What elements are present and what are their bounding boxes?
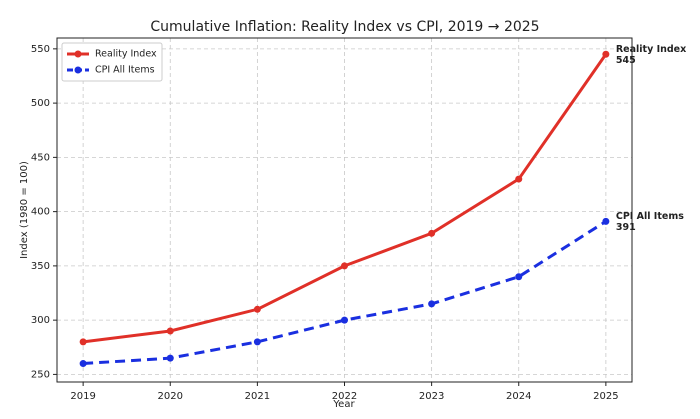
x-tick-label: 2019 [70,391,95,402]
x-tick-label: 2022 [332,391,357,402]
data-point [166,327,174,335]
x-tick-label: 2021 [245,391,270,402]
x-tick-label: 2023 [419,391,444,402]
x-tick-label: 2024 [506,391,531,402]
data-point [515,175,523,183]
end-value: 545 [616,55,636,66]
data-point [166,354,174,362]
end-label: CPI All Items [616,211,684,222]
legend-label: CPI All Items [95,65,155,76]
x-tick-label: 2020 [158,391,183,402]
y-axis-label: Index (1980 = 100) [19,161,30,259]
data-point [428,229,436,237]
data-point [428,300,436,308]
legend-label: Reality Index [95,49,157,60]
y-tick-label: 500 [31,98,50,109]
legend-marker [74,50,82,58]
x-tick-label: 2025 [593,391,618,402]
legend-marker [74,66,82,74]
data-point [79,338,87,346]
chart-title: Cumulative Inflation: Reality Index vs C… [150,19,539,35]
y-tick-label: 450 [31,152,50,163]
data-point [602,217,610,225]
plot-frame [56,37,633,383]
data-point [253,305,261,313]
y-tick-label: 250 [31,369,50,380]
data-point [341,262,348,270]
y-tick-label: 550 [31,44,50,55]
end-label: Reality Index [616,44,686,55]
x-axis-label: Year [332,399,355,410]
y-tick-label: 400 [31,207,50,218]
data-point [341,316,348,324]
data-point [602,50,610,58]
y-tick-label: 300 [31,315,50,326]
data-point [253,338,261,346]
y-tick-label: 350 [31,261,50,272]
data-point [515,273,523,281]
data-point [79,360,87,368]
end-value: 391 [616,222,636,233]
